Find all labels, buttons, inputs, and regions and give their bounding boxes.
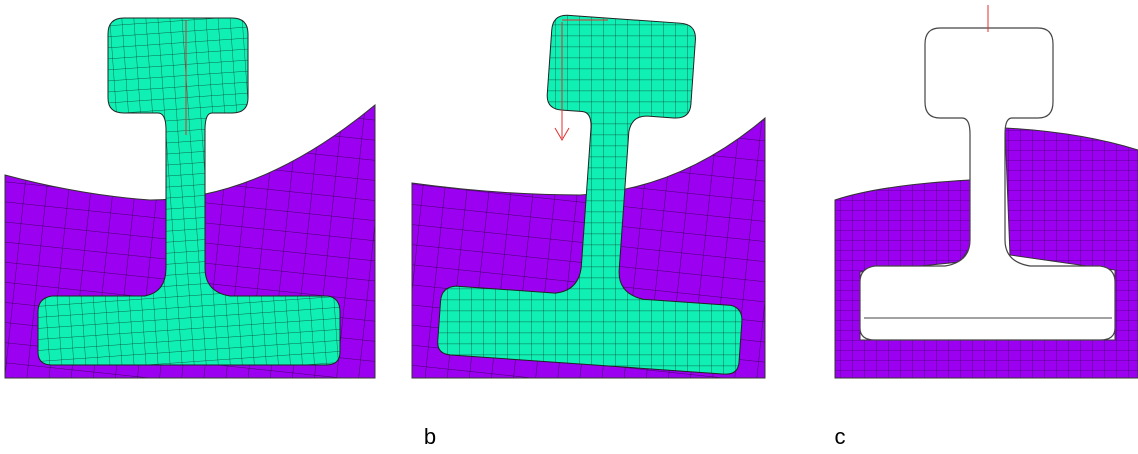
- panel-label: b: [424, 424, 436, 449]
- panel-label: c: [835, 424, 846, 449]
- panel-b: [412, 8, 765, 378]
- panel-a: [5, 18, 375, 378]
- figure: b c: [0, 0, 1138, 454]
- panel-c: [835, 5, 1138, 378]
